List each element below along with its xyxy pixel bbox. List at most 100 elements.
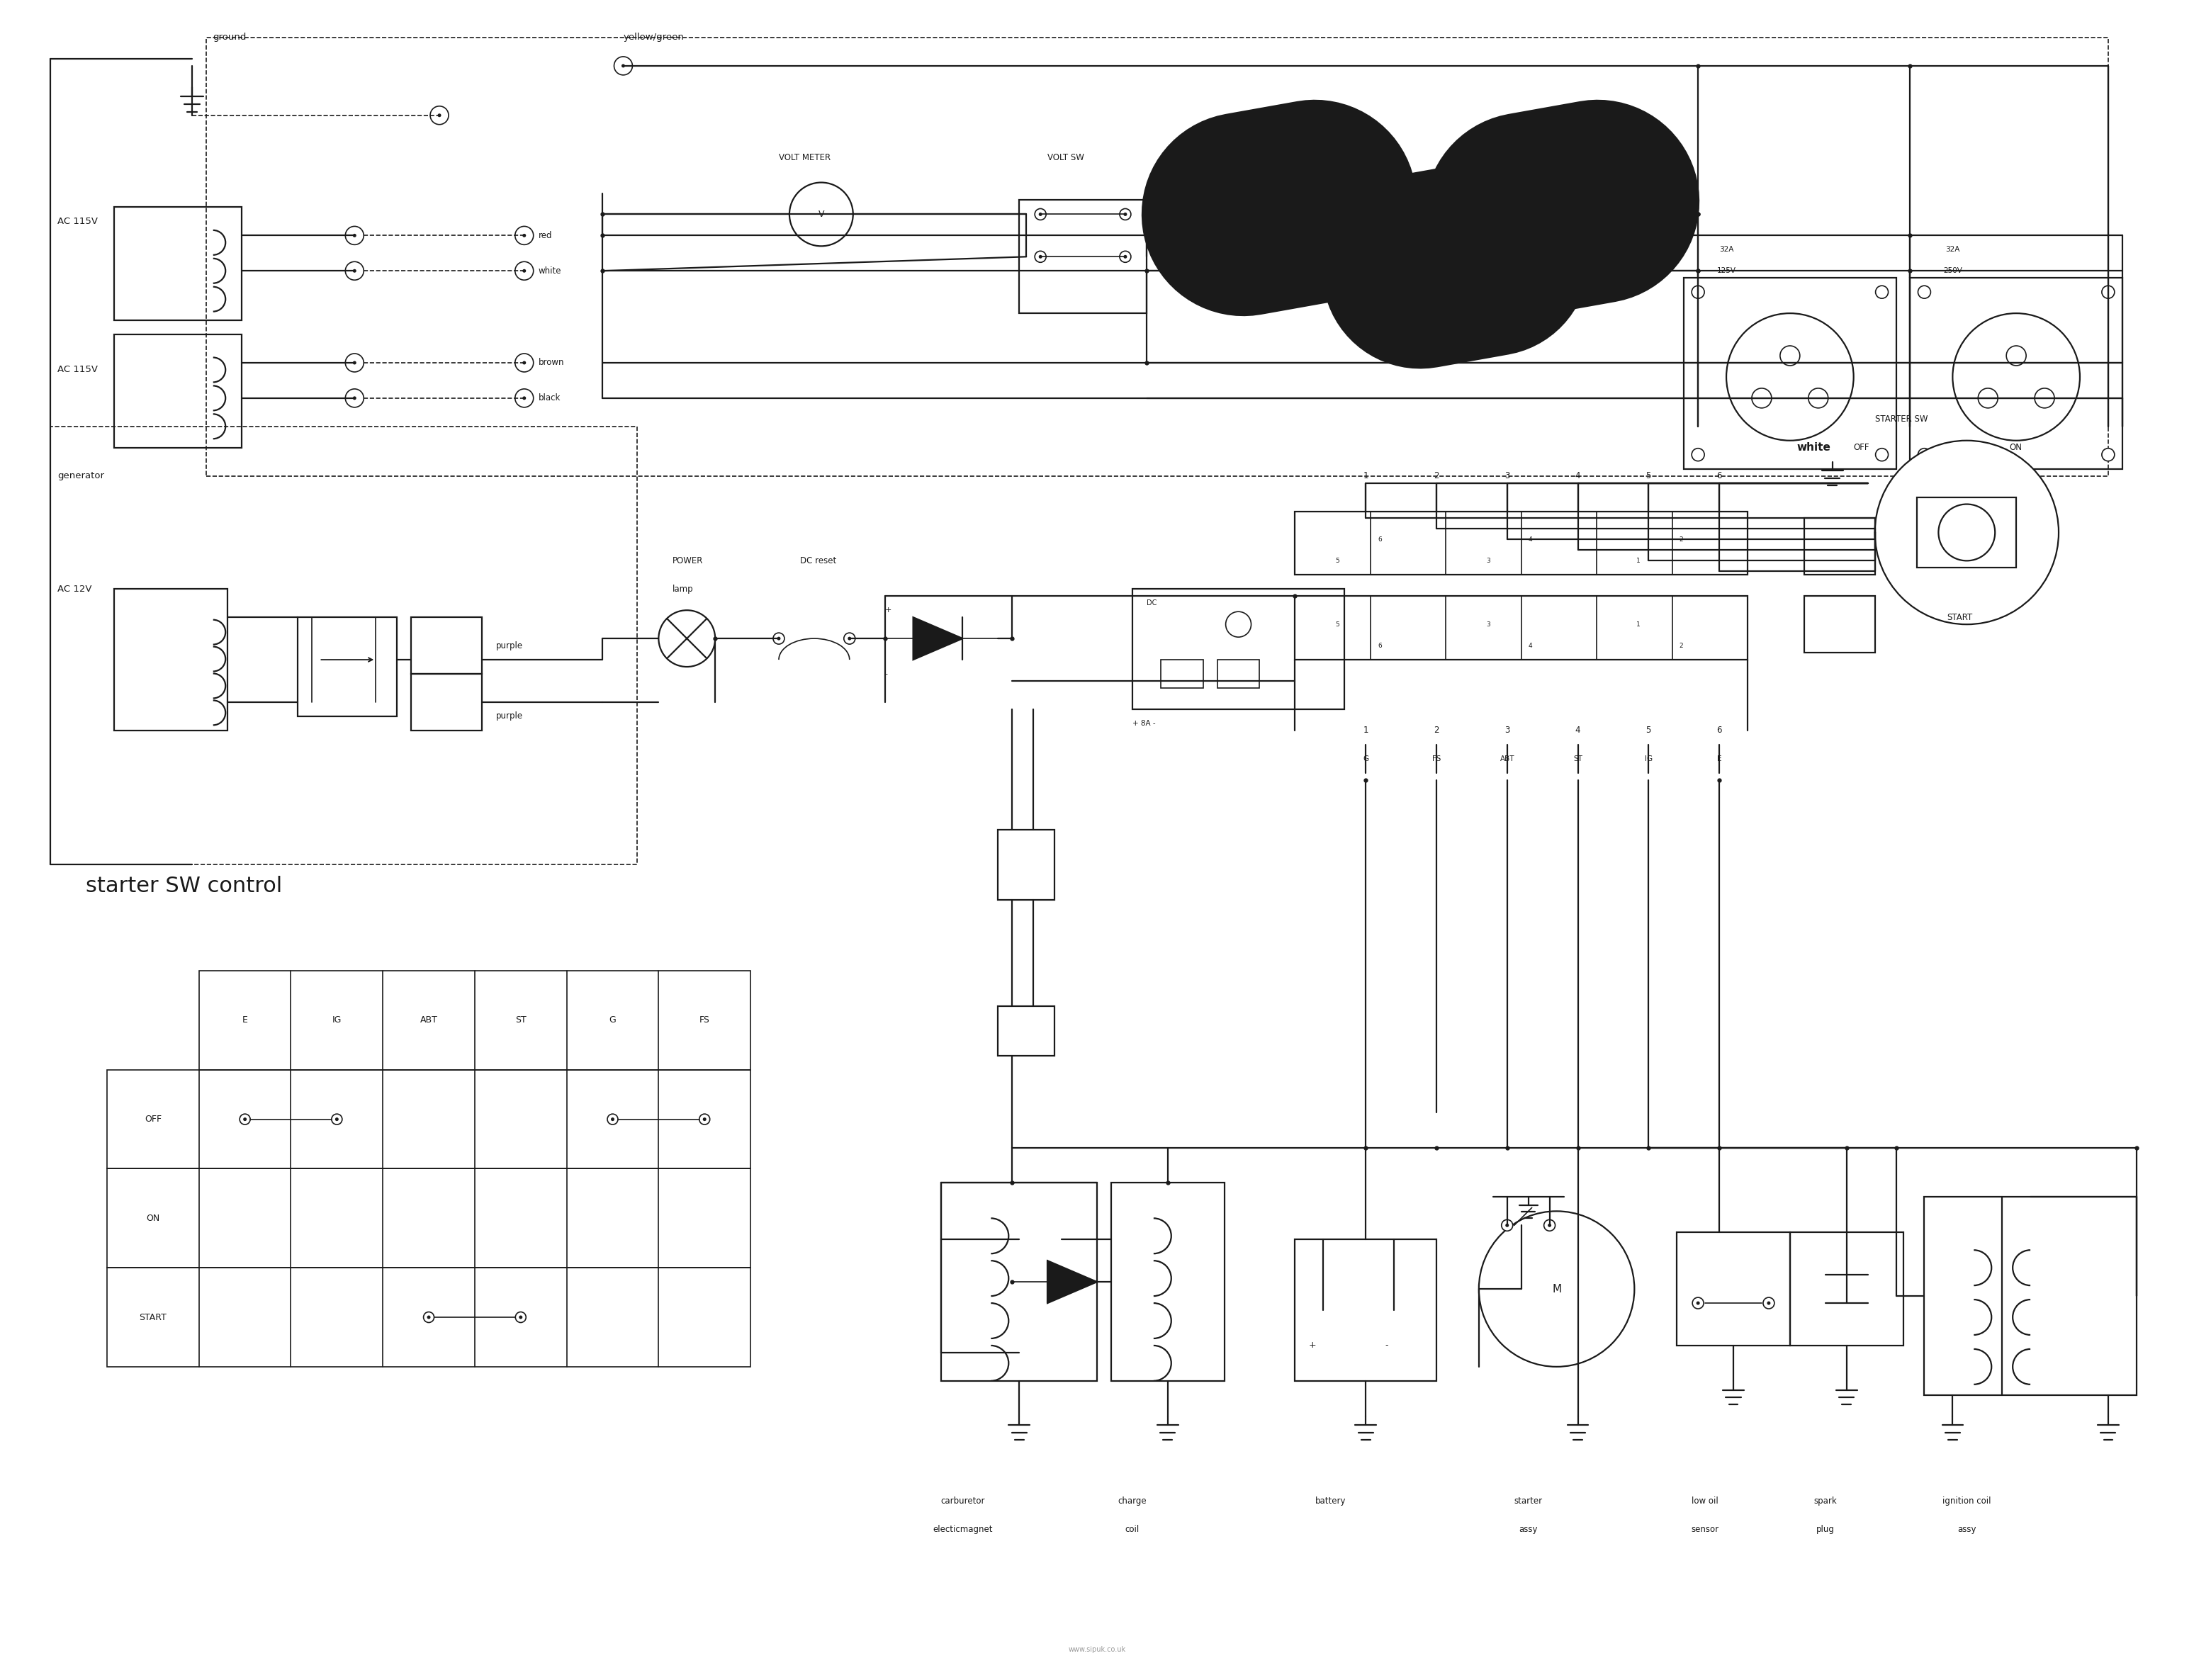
Text: ON: ON: [147, 1213, 160, 1223]
Text: carburetor: carburetor: [941, 1497, 985, 1505]
Text: +: +: [1310, 1341, 1316, 1351]
Circle shape: [1545, 1220, 1556, 1231]
Circle shape: [610, 1117, 614, 1121]
Text: IG: IG: [1646, 754, 1652, 763]
Circle shape: [1876, 449, 1889, 460]
Circle shape: [1413, 269, 1417, 272]
Text: 3: 3: [1485, 622, 1490, 628]
Circle shape: [423, 1312, 434, 1322]
Circle shape: [353, 234, 355, 237]
Circle shape: [700, 1114, 711, 1124]
Bar: [410, 617, 483, 674]
Circle shape: [1876, 286, 1889, 299]
Circle shape: [516, 1312, 527, 1322]
Text: ST: ST: [516, 1016, 527, 1025]
Text: 1: 1: [1362, 726, 1369, 736]
Bar: [1020, 200, 1147, 312]
Text: 5: 5: [1336, 558, 1341, 564]
Text: STARTER SW: STARTER SW: [1876, 415, 1929, 423]
Text: lamp: lamp: [674, 585, 693, 593]
Text: red: red: [538, 230, 553, 240]
Text: V: V: [818, 210, 825, 218]
Bar: [206, 37, 2108, 475]
Circle shape: [2034, 388, 2054, 408]
Text: assy: assy: [1518, 1525, 1538, 1534]
Text: 2: 2: [1433, 472, 1439, 480]
Circle shape: [658, 610, 715, 667]
Circle shape: [244, 1117, 246, 1121]
Text: 3: 3: [1485, 558, 1490, 564]
Circle shape: [614, 57, 632, 76]
Circle shape: [516, 390, 533, 407]
Polygon shape: [913, 617, 963, 660]
Circle shape: [1602, 210, 1610, 220]
Circle shape: [1764, 1297, 1775, 1309]
Text: assy: assy: [1957, 1525, 1977, 1534]
Circle shape: [1604, 213, 1608, 217]
Text: AC 115V: AC 115V: [57, 365, 99, 375]
Circle shape: [1766, 1302, 1771, 1305]
Text: ignition coil: ignition coil: [1942, 1497, 1990, 1505]
Circle shape: [1319, 210, 1327, 220]
Circle shape: [522, 269, 527, 272]
Circle shape: [1237, 213, 1240, 217]
Text: IG: IG: [331, 1016, 342, 1025]
Circle shape: [1953, 312, 2080, 440]
Text: www.sipuk.co.uk: www.sipuk.co.uk: [1068, 1646, 1126, 1653]
Text: starter: starter: [1514, 1497, 1542, 1505]
Text: 1: 1: [1362, 472, 1369, 480]
Circle shape: [437, 114, 441, 118]
Circle shape: [1411, 265, 1420, 276]
Bar: [1918, 497, 2016, 568]
Text: 22A: 22A: [1281, 153, 1297, 163]
Circle shape: [777, 637, 781, 640]
Text: 6: 6: [1378, 536, 1382, 543]
Circle shape: [1494, 265, 1505, 276]
Text: sensor: sensor: [1692, 1525, 1718, 1534]
Text: white: white: [1797, 442, 1832, 454]
Circle shape: [772, 633, 785, 643]
Circle shape: [1123, 213, 1128, 217]
Text: OFF: OFF: [1854, 444, 1869, 452]
Circle shape: [2102, 286, 2115, 299]
Text: 2: 2: [1433, 726, 1439, 736]
Text: 2: 2: [1678, 642, 1683, 648]
Text: 4: 4: [1529, 536, 1531, 543]
Text: generator: generator: [57, 472, 105, 480]
Circle shape: [239, 1114, 250, 1124]
Circle shape: [1516, 210, 1527, 220]
Bar: [1110, 1183, 1224, 1381]
Text: 125V: 125V: [1564, 190, 1582, 197]
Text: brown: brown: [538, 358, 564, 368]
Circle shape: [516, 262, 533, 281]
Polygon shape: [1047, 1260, 1097, 1304]
Text: 6: 6: [1716, 472, 1722, 480]
Text: START: START: [138, 1312, 167, 1322]
Text: yellow/green: yellow/green: [623, 34, 685, 42]
Text: 4: 4: [1529, 642, 1531, 648]
Text: + 8A -: + 8A -: [1132, 719, 1156, 727]
Text: 1: 1: [1637, 558, 1641, 564]
Text: DC reset: DC reset: [801, 556, 836, 566]
Circle shape: [353, 396, 355, 400]
Circle shape: [1808, 388, 1828, 408]
Circle shape: [608, 1114, 619, 1124]
Circle shape: [344, 227, 364, 245]
Bar: [1685, 277, 1896, 469]
Circle shape: [1751, 388, 1771, 408]
Bar: [298, 617, 397, 716]
Text: ST: ST: [1573, 754, 1582, 763]
Text: E: E: [241, 1016, 248, 1025]
Circle shape: [353, 269, 355, 272]
Circle shape: [1692, 286, 1705, 299]
Circle shape: [522, 234, 527, 237]
Circle shape: [1939, 504, 1994, 561]
Text: ABT: ABT: [419, 1016, 437, 1025]
Text: 32A: 32A: [1457, 274, 1474, 282]
Text: charge: charge: [1119, 1497, 1147, 1505]
Circle shape: [1979, 388, 1999, 408]
Text: 6: 6: [1716, 726, 1722, 736]
Circle shape: [520, 1315, 522, 1319]
Text: 5: 5: [1646, 726, 1652, 736]
Bar: [50, 427, 638, 865]
